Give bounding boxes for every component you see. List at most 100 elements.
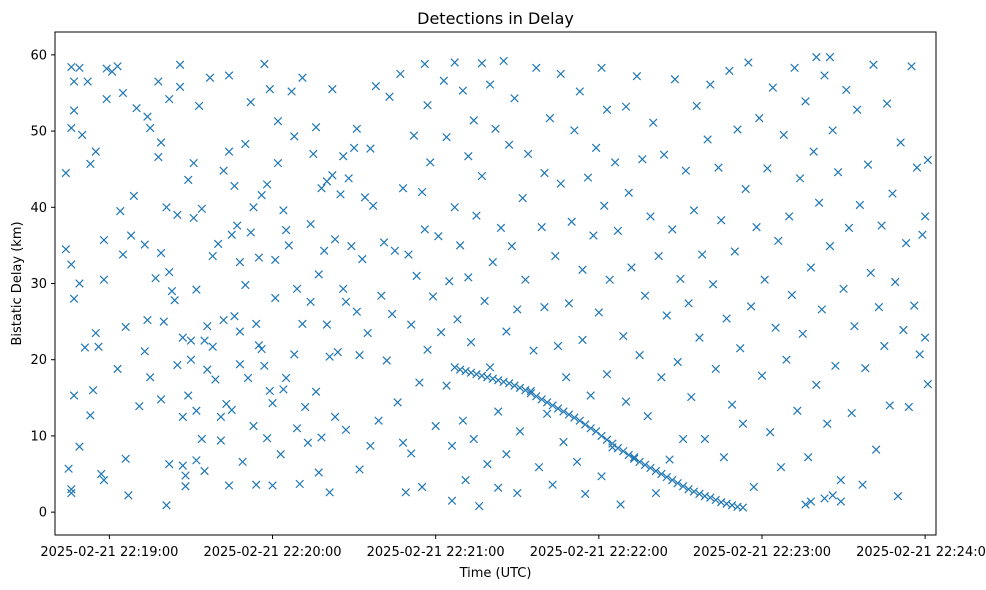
data-point [197, 204, 207, 214]
data-point [249, 203, 258, 212]
data-point [657, 373, 666, 382]
data-point [861, 363, 870, 373]
data-point [915, 350, 924, 359]
data-point [246, 97, 256, 107]
data-point [271, 293, 280, 303]
data-point [284, 241, 294, 250]
data-point [420, 59, 430, 69]
data-point [186, 355, 196, 364]
data-point [871, 445, 881, 454]
data-point [833, 168, 843, 177]
data-point [406, 320, 416, 329]
data-point [765, 427, 775, 437]
y-tick-label: 30 [30, 277, 47, 292]
data-point [194, 101, 204, 111]
data-point [254, 341, 264, 350]
data-point [116, 206, 125, 216]
data-point [339, 284, 348, 294]
data-point [727, 501, 737, 510]
data-point [602, 369, 612, 379]
data-point [366, 441, 375, 451]
data-point [374, 416, 383, 425]
data-point [877, 221, 886, 230]
data-point [306, 219, 315, 229]
data-point [755, 113, 764, 123]
data-point [581, 420, 590, 429]
data-point [591, 427, 601, 436]
data-point [646, 463, 655, 473]
data-point [597, 63, 606, 73]
data-point [676, 274, 685, 284]
data-point [711, 495, 720, 505]
data-point [132, 103, 141, 113]
data-point [143, 315, 152, 325]
data-point [80, 343, 90, 352]
data-point [464, 152, 473, 161]
data-point [113, 364, 122, 374]
data-point [126, 231, 136, 240]
data-point [306, 297, 315, 307]
data-point [477, 371, 487, 380]
data-point [232, 221, 242, 230]
data-point [518, 193, 527, 203]
data-point [271, 255, 280, 265]
data-point [224, 481, 234, 490]
data-point [61, 168, 71, 178]
data-point [540, 168, 549, 178]
data-point [197, 434, 207, 444]
data-point [86, 411, 95, 420]
data-point [814, 198, 824, 207]
data-point [121, 454, 130, 464]
data-point [904, 402, 914, 412]
x-tick-label: 2025-02-21 22:21:00 [367, 545, 505, 560]
data-point [730, 247, 740, 256]
data-point [382, 356, 391, 365]
data-point [771, 323, 780, 332]
data-point [129, 191, 139, 201]
data-point [69, 294, 79, 303]
data-point [281, 225, 291, 235]
data-point [890, 277, 900, 287]
data-point [817, 305, 827, 314]
data-point [488, 374, 498, 383]
data-point [515, 427, 525, 436]
data-point [423, 345, 432, 355]
data-point [741, 184, 750, 194]
data-point [662, 472, 672, 482]
data-point [178, 333, 188, 342]
data-point [619, 446, 628, 456]
data-point [64, 464, 73, 473]
data-point [469, 116, 478, 125]
data-point [735, 344, 745, 353]
data-point [746, 302, 756, 311]
data-point [303, 438, 313, 448]
data-point [491, 124, 500, 134]
data-point [646, 212, 655, 221]
data-point [553, 341, 563, 351]
data-point [608, 443, 617, 452]
x-tick-label: 2025-02-21 22:23:00 [693, 545, 831, 560]
data-point [145, 373, 155, 382]
data-point [866, 268, 875, 278]
data-point [91, 328, 101, 338]
data-point [659, 150, 669, 159]
data-point [181, 471, 190, 480]
data-point [208, 342, 217, 351]
data-point [262, 433, 272, 443]
data-point [923, 379, 933, 389]
data-point [276, 449, 285, 459]
data-point [192, 406, 201, 415]
data-point [687, 392, 696, 402]
data-point [447, 441, 457, 451]
data-point [94, 342, 103, 351]
data-point [341, 425, 351, 435]
data-point [665, 455, 674, 464]
data-point [189, 158, 198, 168]
data-point [290, 132, 299, 141]
data-point [420, 225, 430, 234]
data-point [855, 200, 865, 210]
data-point [164, 267, 174, 277]
data-point [445, 276, 454, 286]
data-point [564, 299, 574, 308]
data-point [330, 235, 340, 244]
